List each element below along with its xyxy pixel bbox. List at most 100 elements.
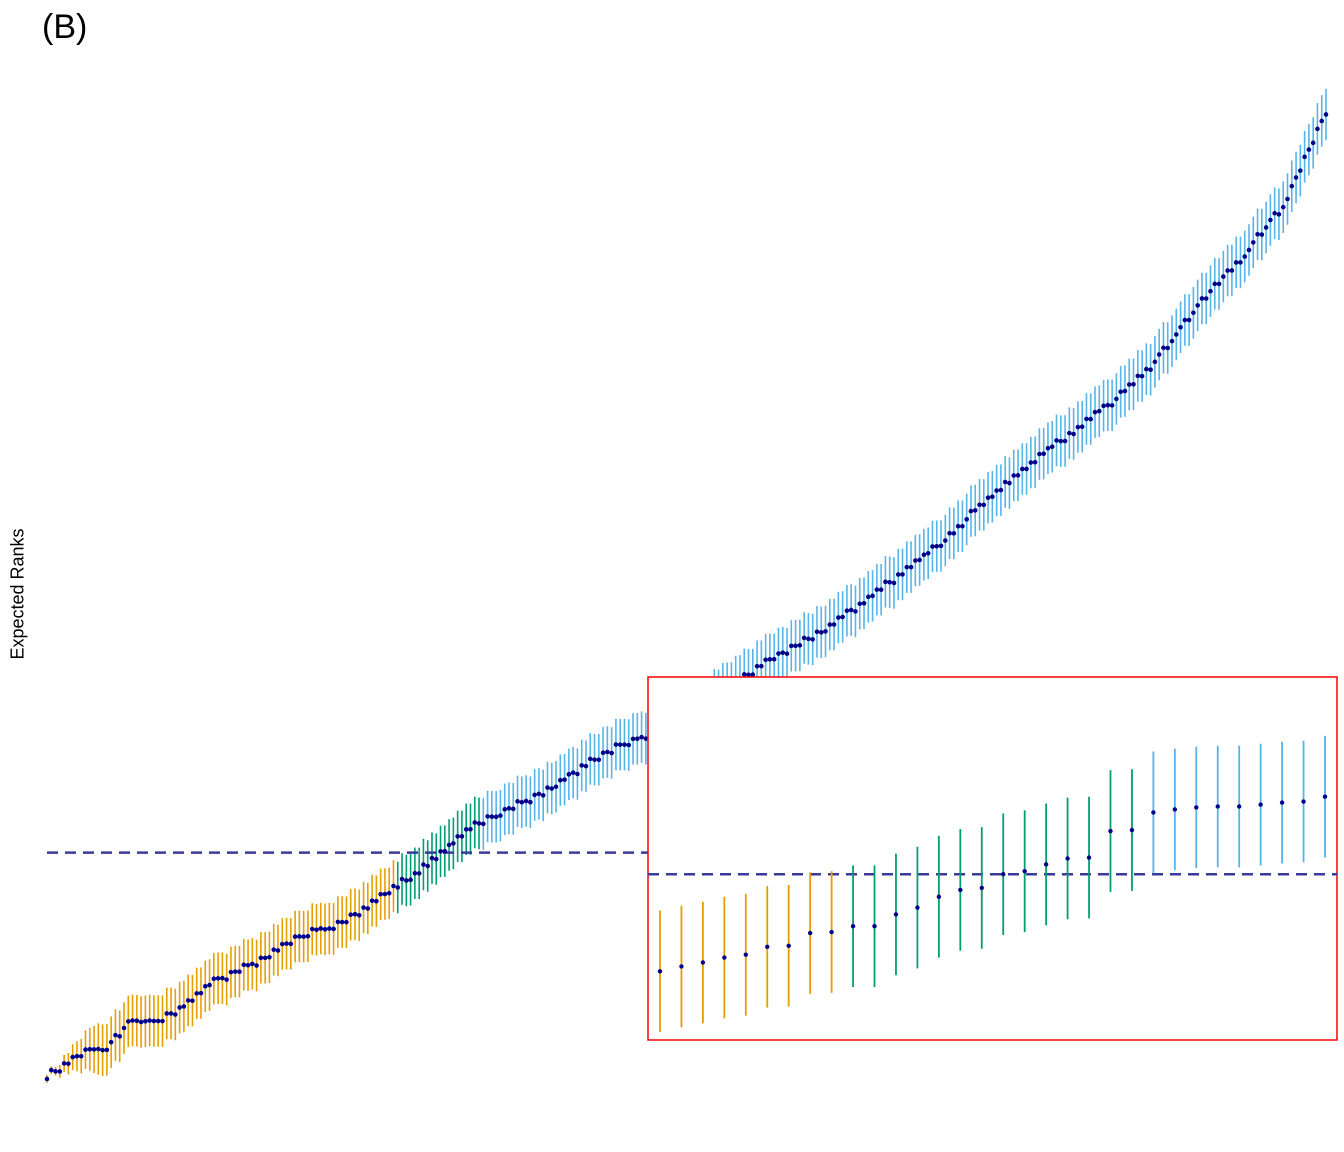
rank-point [459,834,465,839]
rank-point [1208,288,1213,294]
rank-point [1229,268,1235,273]
rank-point [981,502,987,508]
rank-point [91,1047,97,1052]
rank-point [1144,366,1149,372]
rank-point [301,934,306,939]
rank-point [600,750,606,755]
rank-point [1165,345,1171,351]
rank-point [382,891,388,897]
rank-point [1280,204,1286,210]
rank-point [523,798,529,804]
rank-point [570,770,576,775]
rank-point [908,564,914,570]
rank-point [66,1061,71,1067]
rank-point [532,792,537,798]
rank-point [369,898,375,904]
rank-point [1195,303,1200,308]
rank-point [314,927,319,933]
rank-point [198,990,204,996]
rank-point [1285,196,1290,202]
rank-point [1049,444,1055,450]
rank-point [305,933,311,939]
rank-point [519,799,525,805]
rank-point [1045,445,1051,451]
rank-point [579,763,584,768]
rank-point [498,813,503,818]
rank-point [327,926,332,931]
inset-point [786,943,791,949]
rank-point [874,587,880,592]
rank-point [1114,396,1119,402]
rank-point [831,622,837,627]
rank-point [553,784,559,790]
rank-point [1161,345,1166,351]
rank-point [1028,460,1034,465]
rank-point [596,757,602,763]
rank-point [194,991,200,996]
rank-point [1041,451,1046,456]
rank-point [1037,451,1042,457]
rank-point [438,849,443,854]
inset-point [1065,856,1070,861]
rank-point [823,629,828,634]
inset-point [1194,805,1199,810]
rank-point [609,750,614,756]
rank-point [925,550,931,556]
rank-point [750,672,756,677]
rank-point [917,557,922,563]
rank-point [1238,260,1243,265]
rank-point [853,609,858,614]
rank-point [840,614,845,620]
rank-point [502,807,508,812]
rank-point [356,912,362,918]
rank-point [639,734,644,740]
rank-point [374,898,379,904]
rank-point [344,919,349,925]
inset-point [1172,807,1178,812]
rank-point [1015,473,1021,478]
rank-point [1272,210,1277,216]
rank-point [763,657,768,663]
rank-point [771,656,777,662]
rank-point [754,663,760,669]
rank-point [1203,296,1209,301]
rank-point [113,1032,118,1038]
rank-point [1268,217,1273,223]
rank-point [57,1069,63,1074]
inset-point [1236,804,1242,809]
inset-point [1086,855,1092,860]
inset-point [1022,869,1027,874]
rank-point [528,799,533,805]
rank-point [489,814,495,820]
rank-point [74,1053,80,1059]
rank-point [1019,466,1025,472]
rank-point [241,962,247,968]
rank-point [934,543,940,549]
rank-point [463,827,469,832]
rank-point [587,756,593,762]
rank-point [485,814,490,819]
rank-point [220,975,225,981]
inset-point [1215,804,1220,809]
rank-point [318,926,324,931]
rank-point [284,941,289,946]
rank-point [951,531,957,536]
rank-point [1109,403,1115,408]
rank-point [1263,225,1269,230]
inset-point [1301,799,1306,804]
inset-point [1129,827,1135,833]
rank-point [271,947,277,952]
rank-point [1212,281,1218,287]
rank-point [549,786,555,791]
rank-point [339,919,345,925]
rank-point [613,742,619,747]
rank-point [1276,212,1282,217]
rank-point [44,1076,50,1082]
rank-point [228,969,234,975]
rank-point [250,961,255,967]
rank-point [1054,438,1059,443]
rank-point [130,1018,135,1023]
rank-point [1011,473,1017,478]
inset-point [807,930,813,936]
rank-point [404,878,409,883]
